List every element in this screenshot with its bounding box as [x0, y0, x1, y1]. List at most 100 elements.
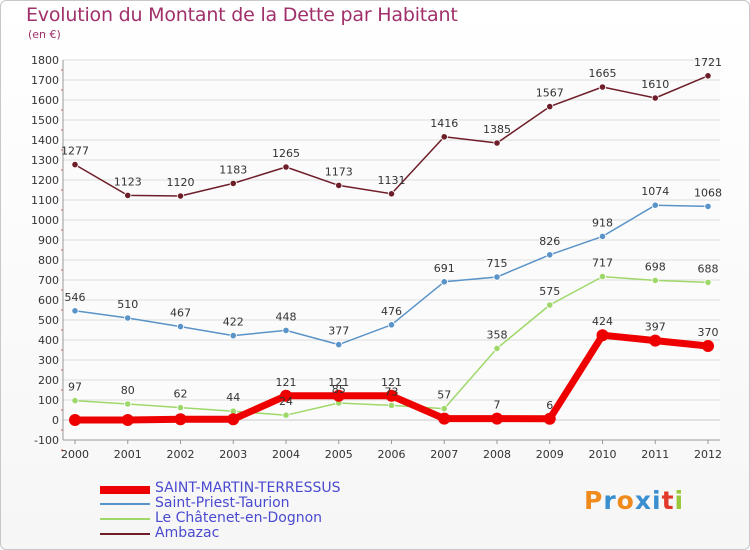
- data-label: 715: [487, 257, 508, 270]
- y-axis-unit: (en €): [28, 28, 61, 41]
- data-point: [176, 192, 185, 200]
- y-tick-label: 1300: [31, 154, 59, 167]
- data-point: [598, 83, 607, 91]
- data-label: 1131: [378, 174, 406, 187]
- data-label: 698: [645, 260, 666, 273]
- y-tick-label: 400: [38, 334, 59, 347]
- data-label: 121: [381, 376, 402, 389]
- data-point: [596, 329, 609, 342]
- data-point: [649, 334, 662, 347]
- data-label: 1567: [536, 87, 564, 100]
- data-label: 1265: [272, 147, 300, 160]
- data-point: [704, 278, 712, 286]
- data-point: [124, 191, 132, 199]
- data-label: 424: [592, 315, 613, 328]
- y-tick-label: 1200: [31, 174, 59, 187]
- y-tick-label: 900: [38, 234, 59, 247]
- data-label: 1610: [641, 78, 669, 91]
- data-point: [229, 331, 237, 340]
- data-label: 1123: [114, 175, 142, 188]
- x-tick-label: 2006: [378, 448, 406, 461]
- data-point: [440, 404, 448, 413]
- data-label: 717: [592, 257, 613, 270]
- y-tick-label: 1500: [31, 114, 59, 127]
- data-point: [121, 414, 134, 426]
- data-point: [493, 273, 501, 281]
- x-tick-label: 2002: [167, 448, 195, 461]
- logo-letter: i: [652, 486, 662, 515]
- data-point: [332, 389, 345, 402]
- legend-swatch: [100, 486, 150, 494]
- data-point: [335, 340, 343, 349]
- data-point: [71, 161, 79, 169]
- data-point: [651, 201, 659, 209]
- x-tick-label: 2005: [325, 448, 353, 461]
- data-label: 826: [539, 235, 560, 248]
- x-tick-label: 2003: [219, 448, 247, 461]
- y-tick-label: 300: [38, 354, 59, 367]
- data-point: [493, 344, 501, 352]
- data-point: [174, 413, 187, 426]
- data-point: [124, 400, 132, 408]
- legend-label: SAINT-MARTIN-TERRESSUS: [155, 480, 341, 496]
- x-tick-label: 2010: [589, 448, 617, 461]
- data-point: [385, 389, 398, 402]
- data-point: [335, 181, 343, 189]
- data-point: [546, 103, 554, 111]
- data-label: 546: [65, 291, 86, 304]
- data-label: 1665: [589, 67, 617, 80]
- data-label: 97: [68, 381, 82, 394]
- data-point: [651, 276, 659, 284]
- data-label: 1721: [694, 56, 722, 69]
- legend-swatch: [100, 533, 150, 535]
- data-label: 476: [381, 305, 402, 318]
- data-point: [71, 307, 79, 315]
- data-label: 1416: [430, 117, 458, 130]
- y-tick-label: 1100: [31, 194, 59, 207]
- x-tick-label: 2004: [272, 448, 300, 461]
- data-label: 1074: [641, 185, 669, 198]
- logo-letter: x: [634, 486, 652, 515]
- data-point: [702, 340, 714, 352]
- data-point: [704, 202, 712, 210]
- data-point: [227, 413, 240, 426]
- x-tick-label: 2000: [61, 448, 89, 461]
- logo-letter: t: [661, 486, 675, 515]
- x-tick-label: 2008: [483, 448, 511, 461]
- legend-swatch: [100, 518, 150, 520]
- plot-area: [63, 60, 720, 440]
- x-tick-label: 2001: [114, 448, 142, 461]
- data-label: 575: [539, 285, 560, 298]
- data-point: [124, 314, 132, 322]
- data-point: [282, 326, 290, 334]
- data-point: [387, 190, 396, 198]
- data-label: 1173: [325, 165, 353, 178]
- data-point: [546, 301, 554, 309]
- y-tick-label: 100: [38, 394, 59, 407]
- data-label: 62: [174, 388, 188, 401]
- data-point: [543, 412, 556, 425]
- legend-label: Saint-Priest-Taurion: [155, 495, 290, 511]
- proxiti-logo: Proxiti: [584, 486, 684, 515]
- data-point: [69, 414, 81, 426]
- chart-title: Evolution du Montant de la Dette par Hab…: [26, 4, 458, 26]
- data-label: 24: [279, 395, 293, 408]
- data-label: 422: [223, 316, 244, 329]
- legend-label: Ambazac: [155, 525, 220, 541]
- data-label: 121: [328, 376, 349, 389]
- logo-letter: P: [584, 486, 604, 515]
- series-markers-0: [69, 329, 714, 426]
- data-label: 377: [328, 325, 349, 338]
- data-label: 80: [121, 384, 135, 397]
- data-label: 1120: [167, 176, 195, 189]
- data-label: 6: [546, 399, 553, 412]
- data-label: 688: [698, 262, 719, 275]
- logo-letter: r: [603, 486, 617, 515]
- logo-letter: i: [674, 486, 685, 515]
- data-point: [598, 232, 607, 240]
- y-tick-label: 0: [52, 414, 59, 427]
- data-point: [282, 163, 290, 171]
- data-label: 121: [276, 376, 297, 389]
- data-point: [493, 139, 501, 147]
